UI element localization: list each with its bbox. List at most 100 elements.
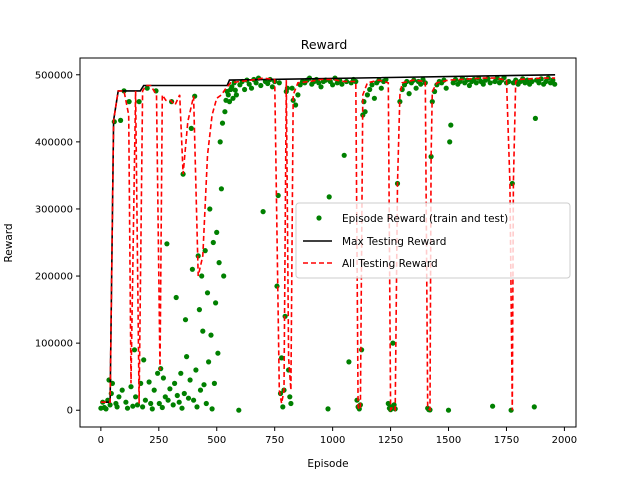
y-tick-label: 100000 — [35, 339, 73, 350]
episode-reward-point — [172, 380, 178, 386]
episode-reward-point — [362, 109, 368, 115]
episode-reward-point — [193, 367, 199, 373]
episode-reward-point — [353, 78, 359, 85]
episode-reward-point — [406, 91, 412, 97]
episode-reward-point — [248, 85, 255, 91]
max-testing-reward-line — [100, 74, 556, 404]
episode-reward-point — [531, 404, 537, 410]
episode-reward-point — [149, 406, 155, 412]
episode-reward-point — [146, 379, 152, 385]
episode-reward-point — [134, 402, 141, 408]
episode-reward-point — [211, 380, 217, 386]
episode-reward-point — [200, 328, 206, 334]
episode-reward-point — [260, 209, 266, 215]
episode-reward-point — [136, 99, 142, 105]
y-tick-label: 0 — [67, 406, 73, 417]
episode-reward-point — [165, 397, 171, 403]
episode-reward-point — [269, 84, 275, 90]
x-axis-label: Episode — [307, 458, 348, 470]
episode-reward-point — [174, 392, 180, 399]
episode-reward-point — [217, 139, 223, 145]
episode-reward-point — [225, 92, 231, 98]
episode-reward-point — [253, 80, 259, 86]
episode-reward-point — [208, 332, 214, 338]
episode-reward-point — [232, 87, 238, 93]
episode-reward-point — [364, 92, 370, 98]
episode-reward-point — [536, 80, 542, 86]
x-tick-label: 250 — [149, 435, 168, 446]
legend-marker-episode — [316, 215, 322, 221]
episode-reward-point — [385, 400, 391, 407]
episode-reward-point — [181, 390, 187, 397]
episode-reward-point — [194, 404, 200, 410]
episode-reward-point — [448, 122, 454, 128]
episode-reward-point — [191, 397, 197, 403]
episode-reward-point — [226, 99, 233, 105]
episode-reward-point — [242, 86, 248, 93]
episode-reward-point — [341, 152, 347, 158]
episode-reward-point — [185, 395, 192, 401]
episode-reward-point — [371, 95, 377, 101]
episode-reward-point — [490, 403, 496, 409]
episode-reward-point — [203, 400, 209, 407]
episode-reward-point — [187, 377, 193, 383]
episode-reward-point — [369, 82, 375, 88]
episode-reward-point — [216, 260, 222, 266]
episode-reward-point — [164, 241, 170, 247]
episode-reward-point — [279, 355, 285, 361]
episode-reward-point — [233, 92, 239, 98]
episode-reward-point — [367, 86, 373, 93]
x-tick-label: 500 — [207, 435, 226, 446]
episode-reward-point — [199, 273, 205, 279]
legend-label-all: All Testing Reward — [342, 258, 438, 270]
y-tick-label: 200000 — [35, 272, 73, 283]
episode-reward-point — [156, 400, 162, 407]
episode-reward-point — [189, 266, 195, 272]
episode-reward-point — [287, 394, 293, 400]
episode-reward-point — [413, 85, 419, 91]
episode-reward-point — [221, 273, 227, 279]
episode-reward-point — [397, 99, 403, 105]
episode-reward-point — [325, 406, 331, 412]
y-axis-label: Reward — [3, 223, 15, 262]
episode-reward-point — [131, 347, 138, 353]
episode-reward-point — [178, 370, 184, 376]
x-tick-label: 0 — [98, 435, 104, 446]
episode-reward-point — [159, 404, 165, 411]
episode-reward-point — [215, 350, 221, 356]
y-axis: 0 100000 200000 300000 400000 500000 — [35, 70, 80, 417]
y-tick-label: 300000 — [35, 204, 73, 215]
x-tick-label: 1750 — [494, 435, 519, 446]
episode-reward-point — [339, 81, 345, 87]
episode-reward-point — [140, 404, 146, 410]
episode-reward-point — [473, 80, 479, 86]
episode-reward-point — [118, 117, 124, 123]
episode-reward-point — [229, 84, 235, 90]
episode-reward-point — [204, 290, 211, 296]
episode-reward-point — [148, 400, 154, 407]
x-tick-label: 1250 — [378, 435, 403, 446]
episode-reward-point — [124, 405, 131, 411]
x-axis: 0 250 500 750 1000 1250 1500 1750 2000 — [98, 427, 577, 446]
episode-reward-point — [506, 78, 512, 85]
episode-reward-point — [529, 78, 535, 85]
episode-reward-point — [103, 406, 109, 412]
episode-reward-point — [123, 399, 129, 405]
episode-reward-point — [155, 370, 161, 376]
episode-reward-point — [295, 92, 301, 98]
episode-reward-point — [196, 307, 202, 313]
episode-reward-point — [133, 394, 139, 400]
episode-reward-point — [246, 81, 252, 87]
episode-reward-point — [429, 99, 435, 105]
episode-reward-point — [184, 354, 190, 360]
episode-reward-point — [201, 382, 207, 388]
y-tick-label: 400000 — [35, 137, 73, 148]
episode-reward-point — [487, 80, 493, 86]
episode-reward-point — [346, 359, 352, 365]
episode-reward-point — [114, 404, 120, 410]
episode-reward-point — [276, 80, 282, 86]
episode-reward-point — [390, 340, 396, 346]
episode-reward-point — [197, 387, 204, 393]
axes-frame — [79, 57, 577, 428]
episode-reward-point — [552, 81, 558, 87]
